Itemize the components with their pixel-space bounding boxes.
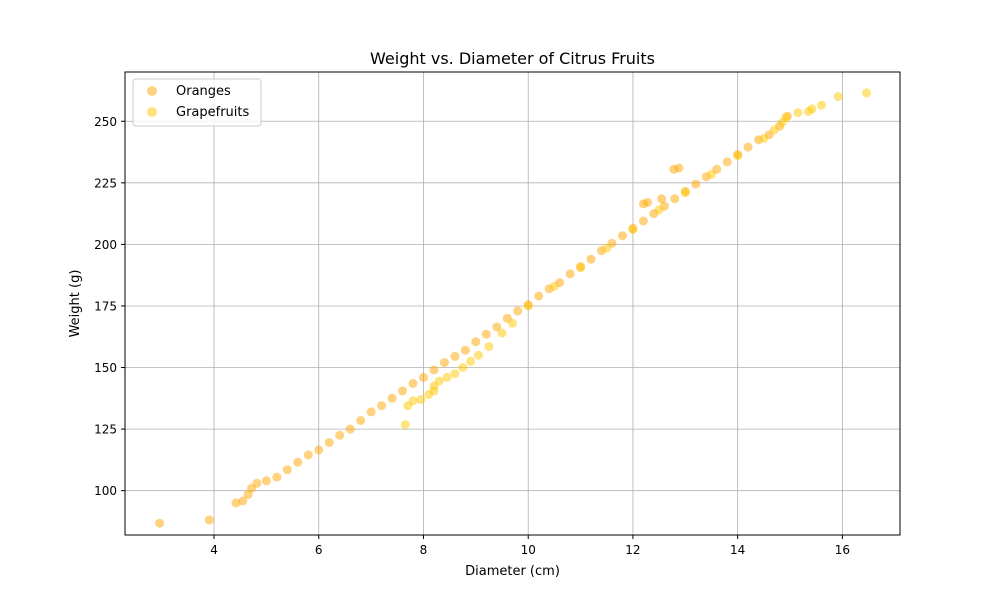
legend: Oranges Grapefruits <box>132 78 262 127</box>
data-point-oranges <box>293 457 303 467</box>
data-point-grapefruits <box>408 396 418 406</box>
data-point-oranges <box>429 365 439 375</box>
data-point-grapefruits <box>833 92 843 102</box>
data-point-grapefruits <box>442 372 452 382</box>
data-point-oranges <box>231 498 241 508</box>
data-point-oranges <box>513 306 523 316</box>
x-tick-label: 16 <box>835 543 850 557</box>
legend-marker-grapefruits <box>147 107 157 117</box>
data-point-grapefruits <box>628 225 638 235</box>
x-tick-label: 6 <box>315 543 323 557</box>
data-point-grapefruits <box>458 363 468 372</box>
y-tick-label: 250 <box>94 115 117 129</box>
data-point-grapefruits <box>680 188 690 198</box>
data-point-oranges <box>324 438 334 448</box>
data-point-grapefruits <box>654 205 664 215</box>
data-point-oranges <box>272 472 282 482</box>
y-tick-label: 125 <box>94 423 117 437</box>
data-point-oranges <box>743 142 753 152</box>
y-axis-ticks: 100 125 150 175 200 225 250 <box>94 115 125 498</box>
data-point-oranges <box>252 478 262 488</box>
data-point-oranges <box>439 358 449 368</box>
data-point-oranges <box>450 351 460 361</box>
legend-marker-oranges <box>147 86 157 96</box>
data-point-grapefruits <box>474 350 483 360</box>
y-tick-label: 150 <box>94 361 117 375</box>
data-point-grapefruits <box>602 243 612 253</box>
data-point-grapefruits <box>508 318 517 328</box>
data-points <box>155 88 871 528</box>
data-point-grapefruits <box>497 328 507 338</box>
y-tick-label: 200 <box>94 238 117 252</box>
data-point-grapefruits <box>549 281 559 291</box>
data-point-oranges <box>387 393 397 403</box>
y-tick-label: 225 <box>94 176 117 190</box>
data-point-oranges <box>282 465 292 475</box>
data-point-oranges <box>155 518 165 528</box>
legend-label-oranges: Oranges <box>176 84 231 99</box>
x-axis-ticks: 4 6 8 10 12 14 16 <box>210 535 850 557</box>
data-point-oranges <box>670 194 680 204</box>
data-point-oranges <box>691 179 701 189</box>
data-point-oranges <box>238 496 248 506</box>
data-point-oranges <box>492 322 502 332</box>
data-point-oranges <box>460 345 470 355</box>
data-point-oranges <box>204 515 214 525</box>
x-tick-label: 10 <box>521 543 536 557</box>
x-tick-label: 14 <box>730 543 745 557</box>
data-point-grapefruits <box>862 88 871 98</box>
data-point-oranges <box>565 269 575 279</box>
data-point-oranges <box>481 329 491 339</box>
data-point-grapefruits <box>416 395 426 404</box>
data-point-grapefruits <box>466 356 476 366</box>
y-tick-label: 175 <box>94 299 117 313</box>
data-point-oranges <box>377 401 387 411</box>
data-point-grapefruits <box>484 342 494 352</box>
data-point-oranges <box>345 424 355 434</box>
data-point-grapefruits <box>576 263 586 273</box>
data-point-oranges <box>419 372 428 382</box>
x-tick-label: 12 <box>625 543 640 557</box>
x-tick-label: 8 <box>420 543 428 557</box>
data-point-grapefruits <box>769 125 779 135</box>
y-axis-label: Weight (g) <box>68 270 83 338</box>
x-tick-label: 4 <box>210 543 218 557</box>
grid-lines <box>125 72 900 535</box>
legend-label-grapefruits: Grapefruits <box>176 105 250 120</box>
data-point-oranges <box>618 231 627 241</box>
data-point-oranges <box>314 445 324 455</box>
data-point-oranges <box>638 216 648 226</box>
plot-frame <box>124 71 901 536</box>
legend-box <box>132 78 262 127</box>
data-point-oranges <box>471 337 481 347</box>
data-point-oranges <box>261 476 271 486</box>
data-point-oranges <box>398 386 407 396</box>
data-point-oranges <box>534 291 544 301</box>
data-point-grapefruits <box>707 169 716 179</box>
data-point-grapefruits <box>817 100 826 110</box>
data-point-grapefruits <box>793 108 803 118</box>
x-axis-label: Diameter (cm) <box>465 564 560 579</box>
y-tick-label: 100 <box>94 484 117 498</box>
data-point-grapefruits <box>733 151 743 161</box>
chart-title: Weight vs. Diameter of Citrus Fruits <box>370 49 655 68</box>
data-point-grapefruits <box>781 113 791 123</box>
data-point-oranges <box>366 407 376 417</box>
data-point-grapefruits <box>434 376 444 386</box>
data-point-grapefruits <box>523 301 533 311</box>
data-point-oranges <box>335 430 345 440</box>
data-point-grapefruits <box>807 104 817 114</box>
data-point-oranges <box>674 163 684 173</box>
data-point-oranges <box>657 194 667 204</box>
data-point-grapefruits <box>450 369 460 379</box>
data-point-oranges <box>643 198 653 207</box>
data-point-oranges <box>586 254 596 264</box>
data-point-grapefruits <box>759 134 769 143</box>
data-point-oranges <box>356 416 366 425</box>
data-point-oranges <box>408 379 418 388</box>
data-point-oranges <box>303 450 313 460</box>
data-point-grapefruits <box>400 420 410 430</box>
data-point-oranges <box>722 157 732 167</box>
